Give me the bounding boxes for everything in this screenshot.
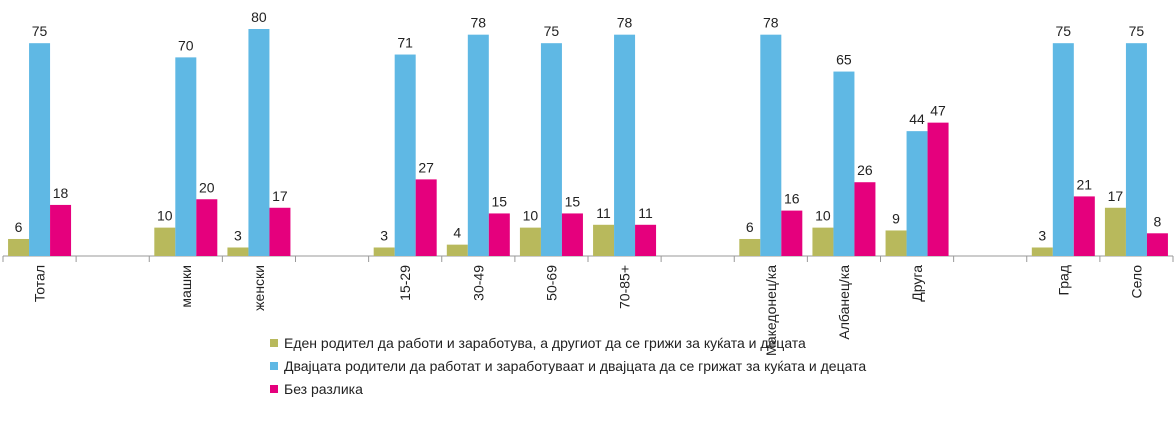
x-tick-label: женски <box>251 265 267 311</box>
legend-swatch <box>270 385 278 393</box>
bar <box>540 43 562 256</box>
data-label: 17 <box>1108 188 1124 204</box>
data-label: 15 <box>565 193 581 209</box>
bar <box>561 213 583 256</box>
data-label: 10 <box>157 208 173 224</box>
legend-swatch <box>270 339 278 347</box>
bar <box>1052 43 1074 256</box>
data-label: 78 <box>763 15 779 31</box>
bar <box>227 247 249 256</box>
bar <box>175 57 197 256</box>
data-label: 10 <box>523 208 539 224</box>
legend-label: Без разлика <box>284 381 363 397</box>
data-label: 78 <box>471 15 487 31</box>
data-label: 47 <box>930 103 946 119</box>
data-label: 75 <box>32 23 48 39</box>
x-tick-label: 50-69 <box>543 265 559 301</box>
x-tick-label: 30-49 <box>470 265 486 301</box>
data-label: 44 <box>909 111 925 127</box>
data-label: 26 <box>857 162 873 178</box>
bar <box>394 54 416 256</box>
data-label: 8 <box>1154 213 1162 229</box>
bar <box>1073 196 1095 256</box>
legend-label: Еден родител да работи и заработува, а д… <box>284 335 806 351</box>
bar <box>1104 207 1126 256</box>
legend-swatch <box>270 362 278 370</box>
data-label: 17 <box>272 188 288 204</box>
data-label: 15 <box>492 193 508 209</box>
data-label: 11 <box>638 205 653 221</box>
data-label: 6 <box>746 219 754 235</box>
data-label: 71 <box>397 35 413 51</box>
bar <box>833 71 855 256</box>
bar <box>760 34 782 256</box>
bar <box>1031 247 1053 256</box>
bar <box>927 122 949 256</box>
data-label: 75 <box>1129 23 1145 39</box>
bar <box>635 224 657 256</box>
legend-label: Двајцата родители да работат и заработув… <box>284 358 866 374</box>
bar <box>593 224 615 256</box>
x-tick-label: Друга <box>909 265 925 302</box>
bar <box>8 238 30 256</box>
bar <box>50 204 72 256</box>
bar <box>854 182 876 256</box>
bar <box>739 238 761 256</box>
x-tick-label: Албанец/ка <box>836 265 852 340</box>
x-tick-label: Град <box>1055 265 1071 296</box>
data-label: 65 <box>836 52 852 68</box>
bar <box>467 34 489 256</box>
bar <box>519 227 541 256</box>
data-label: 16 <box>784 191 800 207</box>
bar <box>415 179 437 256</box>
data-label: 80 <box>251 9 267 25</box>
bar <box>29 43 51 256</box>
bar <box>885 230 907 256</box>
data-label: 75 <box>544 23 560 39</box>
x-tick-label: Македонец/ка <box>763 265 779 356</box>
bar <box>248 29 270 256</box>
data-label: 6 <box>15 219 23 235</box>
x-tick-label: 70-85+ <box>617 265 633 309</box>
data-label: 3 <box>380 227 388 243</box>
data-label: 3 <box>1038 227 1046 243</box>
bar <box>781 210 803 256</box>
data-label: 4 <box>453 225 461 241</box>
data-label: 10 <box>815 208 831 224</box>
data-label: 3 <box>234 227 242 243</box>
bar <box>1146 233 1168 256</box>
data-label: 18 <box>53 185 69 201</box>
bar <box>812 227 834 256</box>
x-tick-label: 15-29 <box>397 265 413 301</box>
data-label: 9 <box>892 210 900 226</box>
data-label: 70 <box>178 37 194 53</box>
bar <box>154 227 176 256</box>
data-label: 27 <box>418 159 434 175</box>
x-tick-label: машки <box>178 265 194 308</box>
data-label: 20 <box>199 179 215 195</box>
bar <box>1125 43 1147 256</box>
bar <box>906 131 928 256</box>
data-label: 11 <box>596 205 611 221</box>
bar <box>488 213 510 256</box>
x-tick-label: Тотал <box>32 265 48 302</box>
bar <box>269 207 291 256</box>
x-tick-label: Село <box>1128 265 1144 299</box>
bar <box>196 199 218 256</box>
bar <box>446 244 468 256</box>
bar <box>614 34 636 256</box>
data-label: 21 <box>1077 176 1093 192</box>
data-label: 78 <box>617 15 633 31</box>
bar <box>373 247 395 256</box>
data-label: 75 <box>1056 23 1072 39</box>
